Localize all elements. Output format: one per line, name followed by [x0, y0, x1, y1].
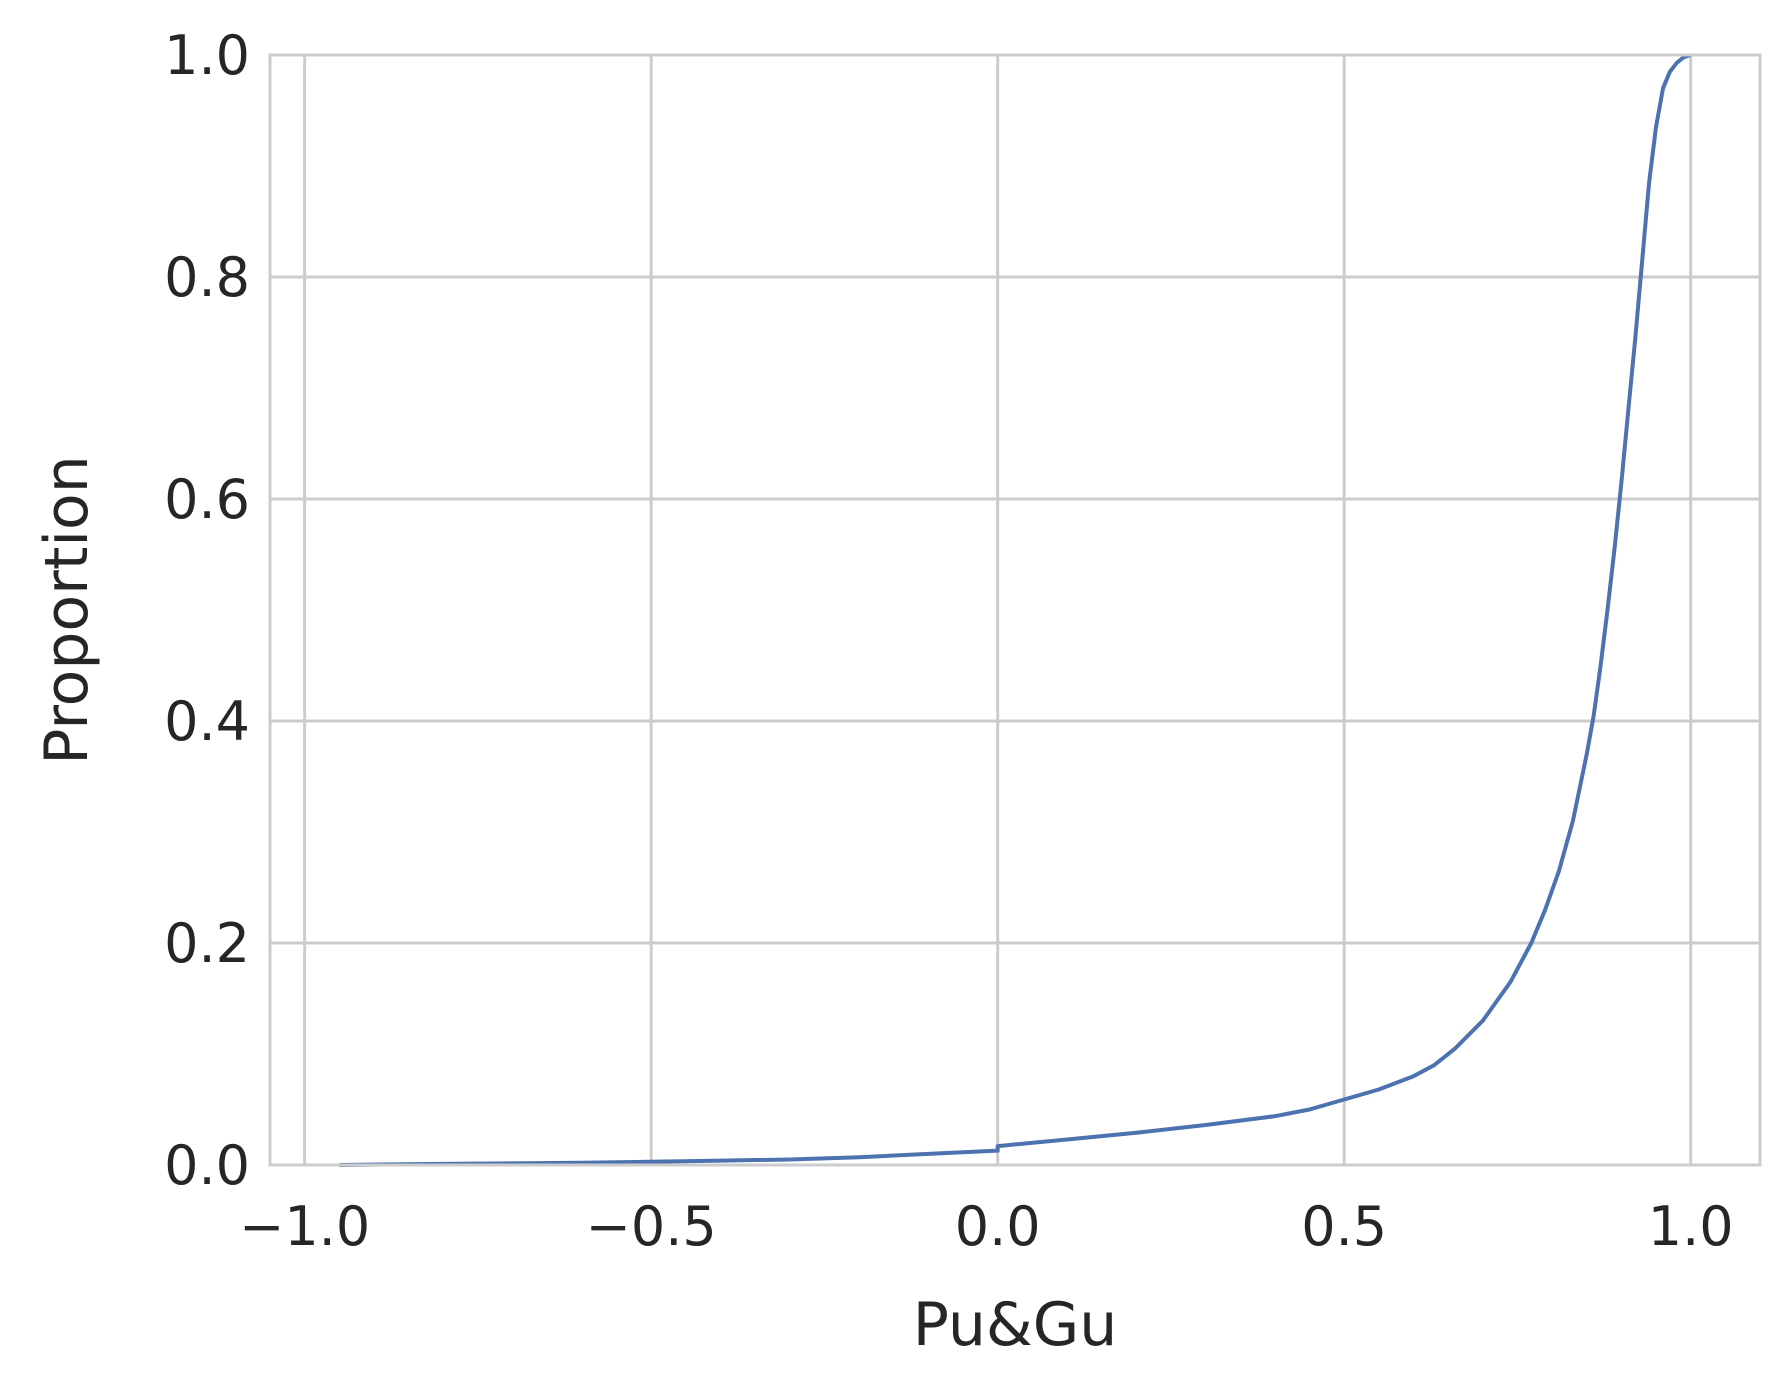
grid-lines — [270, 55, 1760, 1165]
y-tick-label: 0.4 — [164, 690, 250, 753]
y-tick-label: 1.0 — [164, 24, 250, 87]
ecdf-line — [339, 53, 1692, 1167]
x-tick-label: 1.0 — [1648, 1195, 1734, 1258]
x-tick-label: −0.5 — [586, 1195, 717, 1258]
x-tick-label: −1.0 — [239, 1195, 370, 1258]
y-axis-label: Proportion — [32, 455, 102, 765]
y-tick-labels: 0.0 0.2 0.4 0.6 0.8 1.0 — [164, 24, 250, 1197]
y-tick-label: 0.6 — [164, 468, 250, 531]
y-tick-label: 0.2 — [164, 912, 250, 975]
plot-area-frame — [268, 53, 1762, 1167]
x-tick-labels: −1.0 −0.5 0.0 0.5 1.0 — [239, 1195, 1734, 1258]
x-tick-label: 0.0 — [955, 1195, 1041, 1258]
series-layer — [339, 53, 1692, 1167]
x-axis-label: Pu&Gu — [913, 1290, 1117, 1360]
y-tick-label: 0.0 — [164, 1134, 250, 1197]
y-tick-label: 0.8 — [164, 246, 250, 309]
x-tick-label: 0.5 — [1301, 1195, 1387, 1258]
